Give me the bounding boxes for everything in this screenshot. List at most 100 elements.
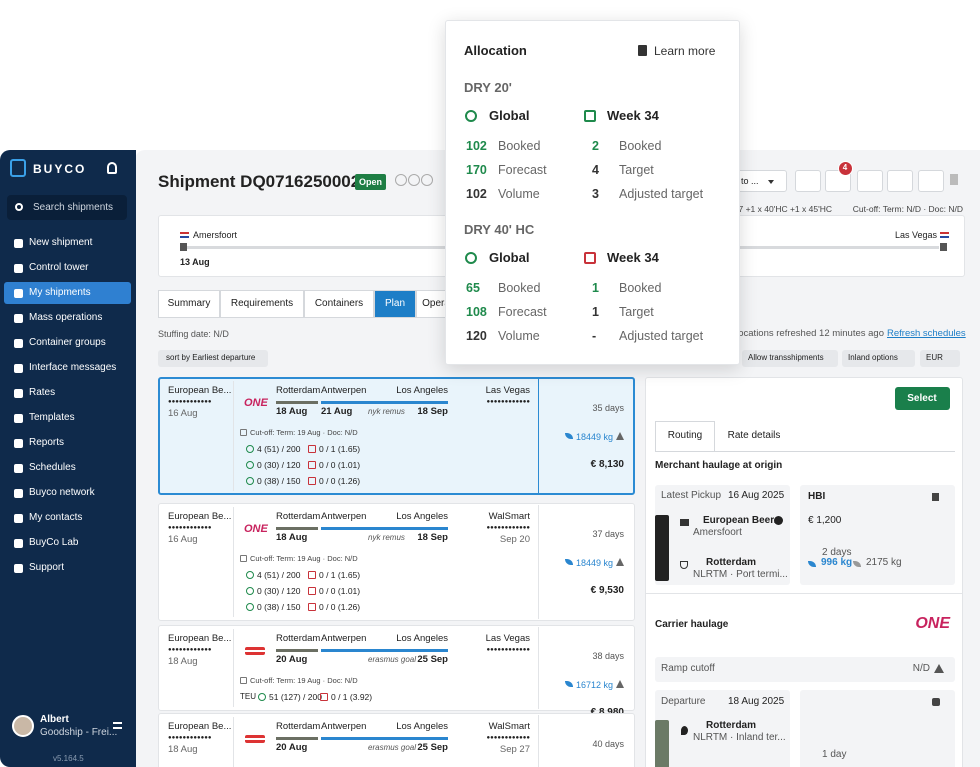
result-card[interactable] — [158, 625, 635, 711]
origin-name: European Be... — [168, 385, 232, 396]
leg-date: 20 Aug — [276, 742, 308, 753]
badge-circle — [838, 161, 853, 176]
tab-label[interactable]: Opera — [422, 298, 450, 309]
nav-item[interactable]: Mass operations — [29, 312, 103, 323]
nav-item[interactable]: Templates — [29, 412, 75, 423]
week-icon — [584, 252, 596, 264]
nav-item[interactable]: New shipment — [29, 237, 93, 248]
nav-item[interactable]: Reports — [29, 437, 65, 448]
nav-icon — [14, 314, 23, 323]
allocation-week: 0 / 0 (1.26) — [319, 602, 361, 612]
select-label[interactable]: Select — [907, 393, 937, 404]
origin-code: ●●●●●●●●●●●● — [168, 525, 212, 531]
origin-code: ●●●●●●●●●●●● — [168, 647, 212, 653]
user-menu[interactable] — [113, 722, 122, 729]
tab[interactable] — [220, 290, 304, 318]
icon-button[interactable] — [857, 170, 883, 192]
global-metric: Volume — [498, 187, 540, 201]
nav-icon — [14, 539, 23, 548]
popup-title: Allocation — [464, 43, 527, 58]
global-number: 102 — [466, 139, 487, 153]
vessel-name: erasmus goal — [368, 655, 417, 664]
co2-weight: 18449 kg — [575, 558, 613, 568]
tab-label[interactable]: Summary — [167, 298, 211, 309]
leg-place: Los Angeles — [396, 633, 448, 644]
duration-box — [800, 690, 955, 767]
nav-item[interactable]: Rates — [29, 387, 56, 398]
nav-icon — [14, 464, 23, 473]
leg-place: Rotterdam — [276, 385, 321, 396]
ramp-label: Ramp cutoff — [661, 663, 715, 674]
detail-tab[interactable]: Routing — [667, 430, 703, 441]
nav-icon — [14, 364, 23, 373]
carrier-logo — [245, 647, 265, 655]
select-button[interactable] — [895, 387, 950, 410]
tab[interactable] — [304, 290, 374, 318]
nav-item[interactable]: Buyco network — [29, 487, 95, 498]
user-avatar[interactable] — [12, 715, 34, 737]
allocation-week: 0 / 1 (1.65) — [319, 570, 361, 580]
week-metric: Target — [619, 305, 654, 319]
icon-button[interactable] — [887, 170, 913, 192]
global-icon — [246, 461, 254, 469]
global-icon — [246, 445, 254, 453]
nav-item[interactable]: Support — [29, 562, 65, 573]
carrier-logo: ONE — [915, 615, 950, 632]
price: € 9,530 — [590, 585, 624, 596]
result-card[interactable] — [158, 713, 635, 767]
tab-label[interactable]: Plan — [384, 298, 406, 309]
sort-button[interactable] — [158, 350, 268, 367]
section-title: Merchant haulage at origin — [655, 460, 783, 471]
global-metric: Volume — [498, 329, 540, 343]
tab[interactable] — [158, 290, 220, 318]
allocation-week: 0 / 1 (1.65) — [319, 444, 361, 454]
flag — [180, 232, 189, 238]
nav-item[interactable]: Container groups — [29, 337, 106, 348]
origin-date: 18 Aug — [168, 656, 198, 667]
icon-button[interactable] — [918, 170, 944, 192]
shipment-title: Shipment DQ0716250002 — [158, 172, 361, 191]
week-metric: Target — [619, 163, 654, 177]
detail-tab[interactable]: Rate details — [727, 430, 781, 441]
nav-icon — [14, 239, 23, 248]
search-box[interactable] — [7, 195, 127, 220]
brand-name: BUYCO — [33, 162, 87, 176]
week-icon — [320, 693, 328, 701]
icon-button[interactable] — [795, 170, 821, 192]
learn-more-link[interactable]: Learn more — [654, 44, 716, 58]
result-card[interactable] — [158, 377, 635, 495]
filter-button[interactable] — [920, 350, 960, 367]
user-name: Albert — [40, 714, 69, 725]
week-number: 1 — [592, 305, 599, 319]
transit-days: 35 days — [592, 403, 624, 413]
allocation-popup — [445, 20, 740, 365]
nav-item[interactable]: Control tower — [29, 262, 89, 273]
tab-label[interactable]: Containers — [314, 298, 364, 309]
nav-item[interactable]: My contacts — [29, 512, 83, 523]
nav-item[interactable]: Schedules — [29, 462, 76, 473]
ramp-value: N/D — [912, 663, 930, 674]
filter-button[interactable] — [742, 350, 838, 367]
nav-item[interactable]: My shipments — [29, 287, 91, 298]
container-summary: 7 +1 x 40'HC +1 x 45'HC — [738, 204, 833, 214]
destination-code: ●●●●●●●●●●●● — [486, 647, 531, 653]
filter-button[interactable] — [842, 350, 915, 367]
watcher-avatar — [395, 174, 407, 186]
destination-code: ●●●●●●●●●●●● — [486, 735, 531, 741]
tab-label[interactable]: Requirements — [230, 298, 294, 309]
allocation-week: 0 / 1 (3.92) — [331, 692, 373, 702]
nav-item[interactable]: BuyCo Lab — [29, 537, 79, 548]
destination-name: Las Vegas — [485, 385, 530, 396]
global-label: Global — [489, 108, 530, 123]
tab-routing[interactable] — [655, 421, 715, 451]
tab[interactable] — [374, 290, 416, 318]
pin-icon — [681, 726, 688, 735]
result-card[interactable] — [158, 503, 635, 621]
card-divider — [538, 715, 539, 767]
leg-place: Antwerpen — [321, 385, 367, 396]
nav-item[interactable]: Interface messages — [29, 362, 117, 373]
card-divider — [233, 629, 234, 707]
ramp-box — [655, 657, 955, 682]
refresh-link[interactable]: Refresh schedules — [887, 328, 966, 339]
notification-bell[interactable] — [107, 162, 117, 174]
